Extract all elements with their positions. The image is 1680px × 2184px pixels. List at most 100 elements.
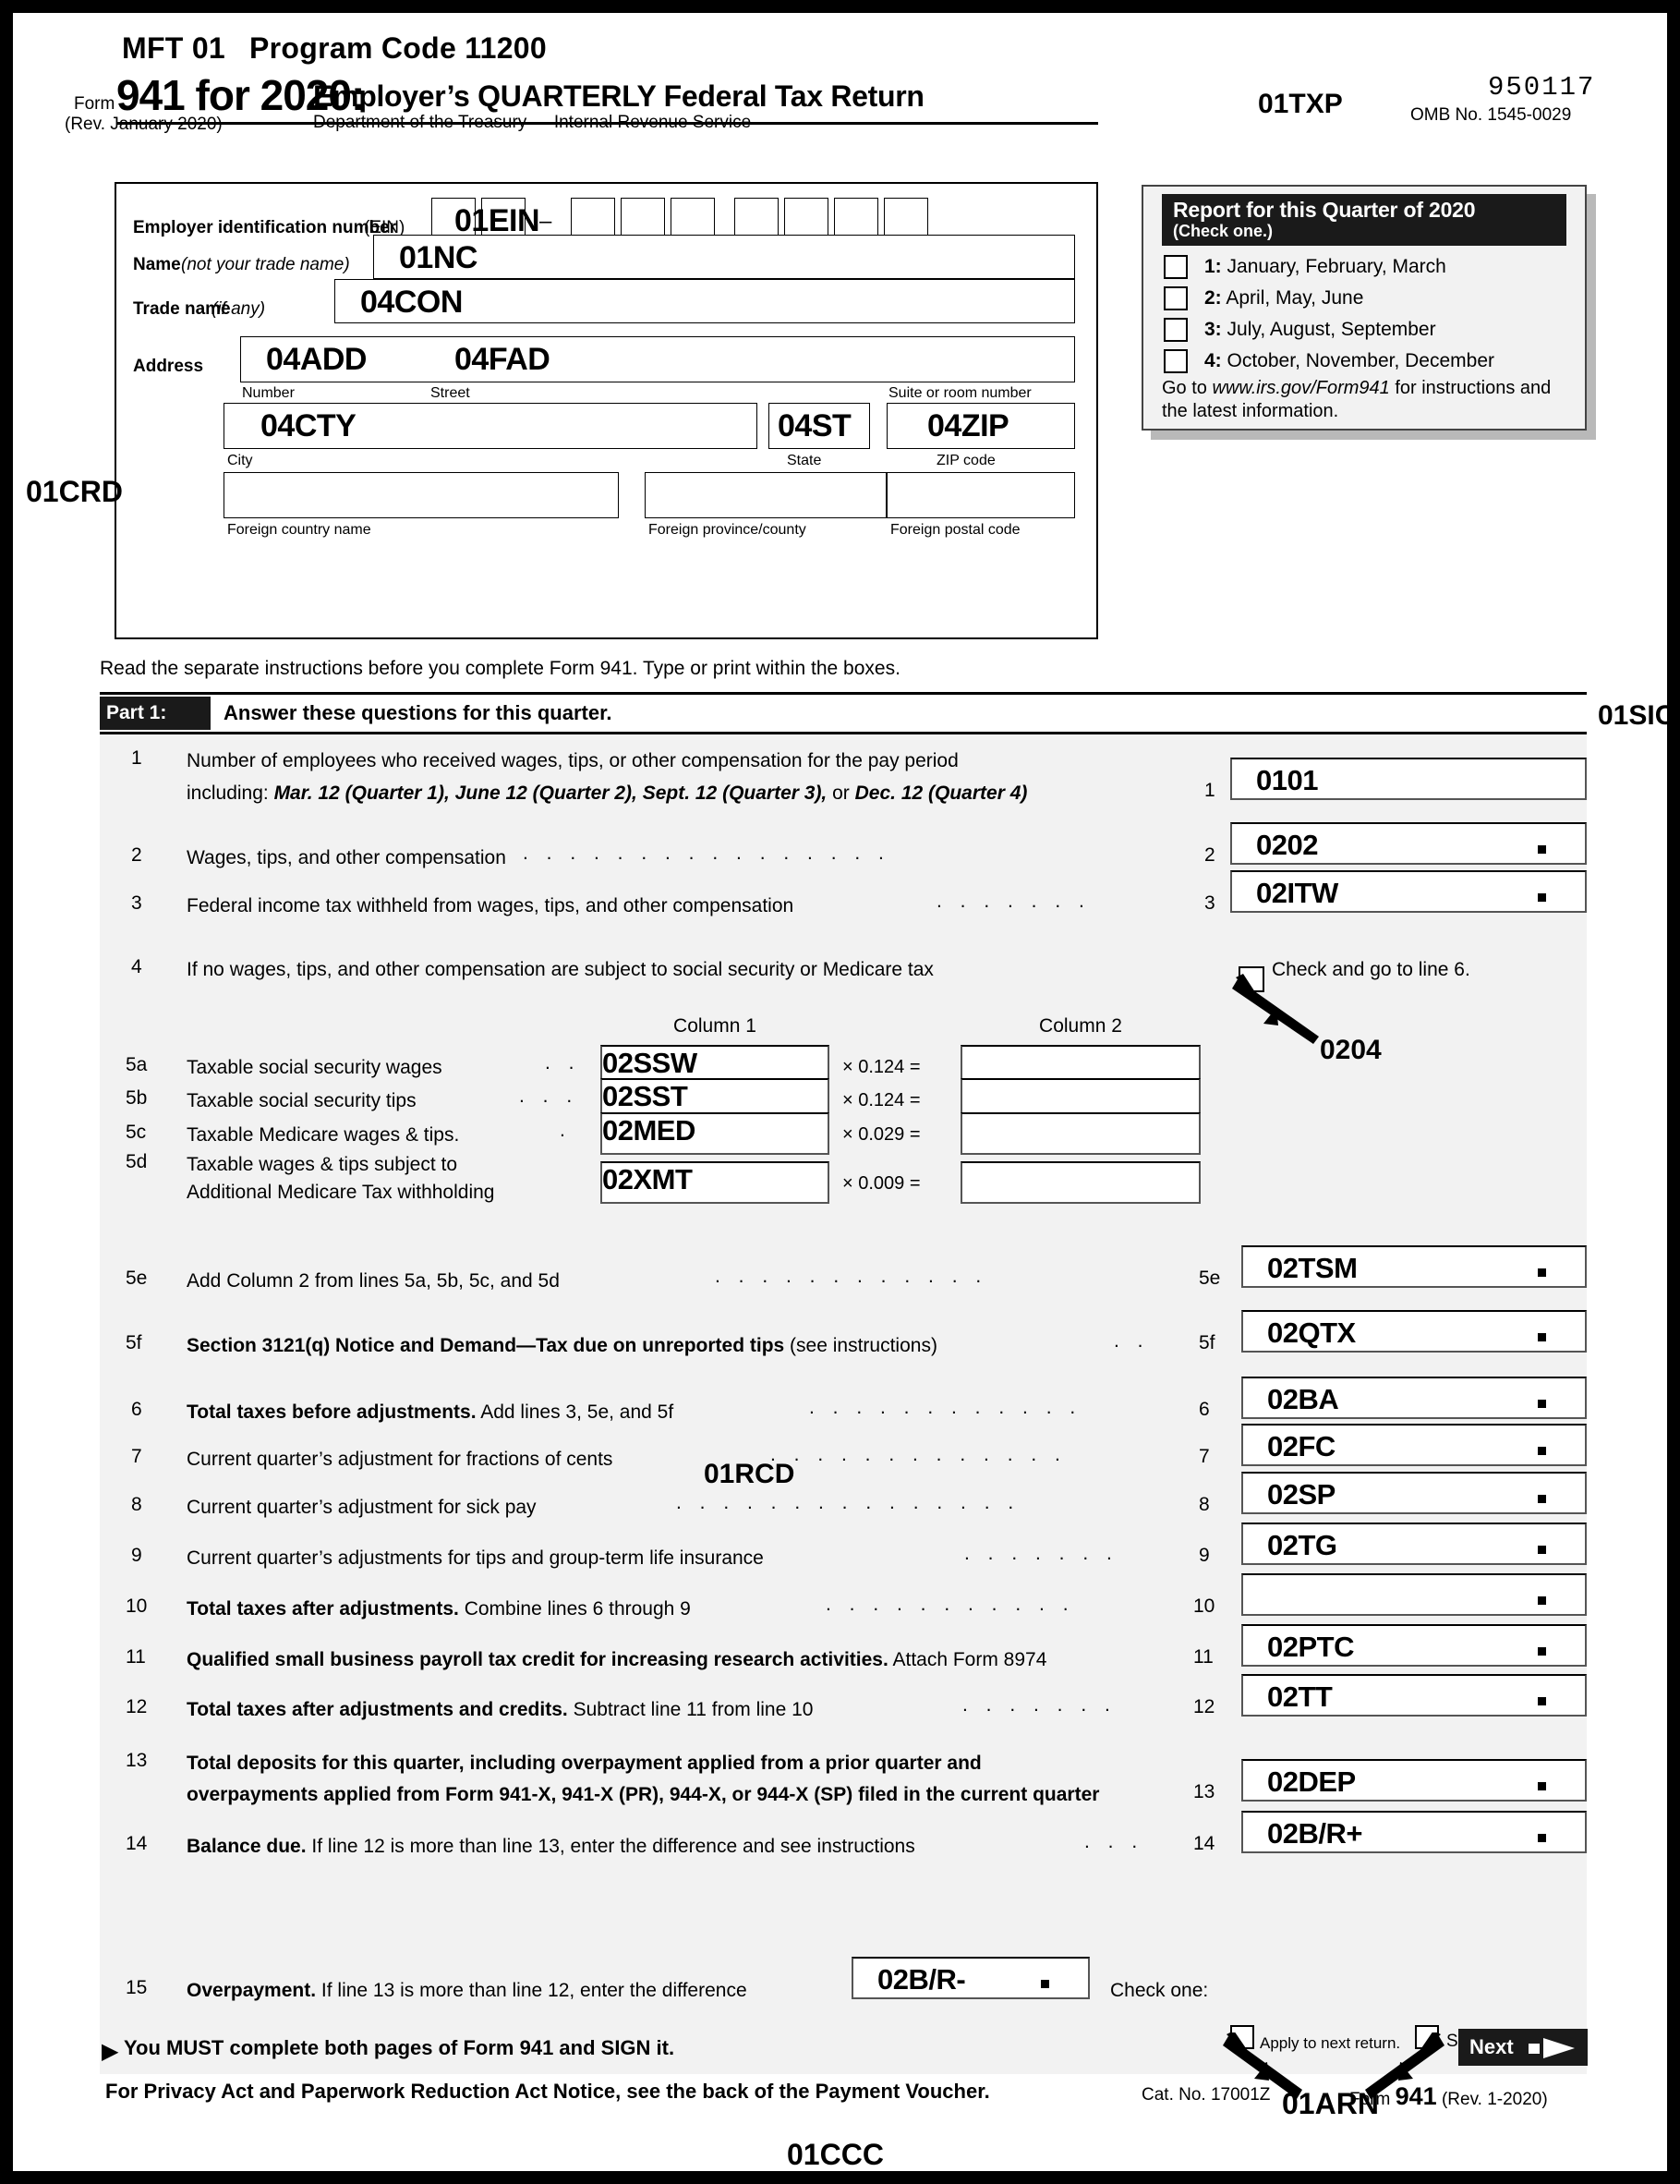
line-3-value: 02ITW: [1256, 877, 1338, 909]
line-5c-leader: .: [560, 1120, 572, 1141]
line-5f-decimal-point: [1538, 1333, 1546, 1341]
line-6-amount-field[interactable]: 02BA: [1241, 1377, 1587, 1419]
line-1-text-b-post: or: [827, 783, 855, 804]
line-12-amount-field[interactable]: 02TT: [1241, 1674, 1587, 1717]
line-9-right-number: 9: [1199, 1545, 1210, 1566]
line-13-text-b: overpayments applied from Form 941-X, 94…: [187, 1784, 1100, 1805]
line-4-callout-code: 0204: [1320, 1035, 1382, 1065]
line-4-checkbox-note: Check and go to line 6.: [1272, 959, 1470, 980]
line-2-leader: . . . . . . . . . . . . . . . .: [523, 843, 890, 864]
line-5a-leader: . .: [545, 1052, 581, 1074]
line-5d-column2-field[interactable]: [961, 1161, 1201, 1204]
line-5f-amount-field[interactable]: 02QTX: [1241, 1310, 1587, 1353]
quarter-option-3-num: 3:: [1204, 319, 1222, 340]
line-15-value: 02B/R-: [877, 1963, 966, 1996]
next-button-label: Next: [1469, 2035, 1514, 2058]
line-5e-text: Add Column 2 from lines 5a, 5b, 5c, and …: [187, 1270, 560, 1292]
line-14-amount-field[interactable]: 02B/R+: [1241, 1811, 1587, 1853]
line-9-amount-field[interactable]: 02TG: [1241, 1523, 1587, 1565]
quarter-option-1[interactable]: 1: January, February, March: [1204, 256, 1446, 278]
line-5e-amount-field[interactable]: 02TSM: [1241, 1245, 1587, 1288]
line-6-right-number: 6: [1199, 1399, 1210, 1420]
line-1-number: 1: [131, 747, 142, 769]
footer-form-post: (Rev. 1-2020): [1436, 2090, 1548, 2109]
line-1-text-a: Number of employees who received wages, …: [187, 750, 959, 771]
line-11-right-number: 11: [1193, 1646, 1214, 1668]
quarter-checkbox-3[interactable]: [1164, 318, 1188, 342]
address-field[interactable]: [240, 336, 1075, 382]
line-5f-text: Section 3121(q) Notice and Demand—Tax du…: [187, 1332, 937, 1360]
trade-name-field[interactable]: [334, 279, 1075, 323]
line-9-text: Current quarter’s adjustments for tips a…: [187, 1547, 764, 1569]
foreign-country-field[interactable]: [224, 472, 619, 518]
line-15-amount-field[interactable]: 02B/R-: [852, 1957, 1090, 1999]
line-5a-column1-value: 02SSW: [602, 1047, 697, 1079]
ccc-code: 01CCC: [787, 2138, 884, 2171]
line-12-decimal-point: [1538, 1697, 1546, 1705]
foreign-postal-field[interactable]: [887, 472, 1075, 518]
line-15-text-normal: If line 13 is more than line 12, enter t…: [316, 1980, 747, 2001]
column-2-header: Column 2: [1039, 1015, 1122, 1037]
line-13-amount-field[interactable]: 02DEP: [1241, 1759, 1587, 1802]
quarter-checkbox-4[interactable]: [1164, 349, 1188, 373]
line-10-amount-field[interactable]: [1241, 1573, 1587, 1616]
omb-number: OMB No. 1545-0029: [1410, 105, 1572, 125]
goto-post: for instructions and the latest informat…: [1162, 378, 1552, 421]
foreign-province-sublabel: Foreign province/county: [648, 522, 806, 538]
quarter-checkbox-2[interactable]: [1164, 286, 1188, 310]
line-11-number: 11: [126, 1646, 146, 1668]
line-15-number: 15: [126, 1977, 148, 1998]
line-3-amount-field[interactable]: 02ITW: [1230, 870, 1587, 913]
ein-label: Employer identification number: [133, 218, 397, 237]
line-5f-right-number: 5f: [1199, 1332, 1215, 1353]
line-7-amount-field[interactable]: 02FC: [1241, 1424, 1587, 1466]
line-5f-number: 5f: [126, 1332, 142, 1353]
line-5a-multiplier: × 0.124 =: [842, 1057, 921, 1077]
crd-code: 01CRD: [26, 475, 123, 508]
ein-label-paren: (EIN): [364, 218, 405, 237]
line-5c-text: Taxable Medicare wages & tips.: [187, 1124, 460, 1146]
line-11-amount-field[interactable]: 02PTC: [1241, 1624, 1587, 1667]
line-8-amount-field[interactable]: 02SP: [1241, 1472, 1587, 1514]
sic-code: 01SIC: [1598, 700, 1675, 731]
line-5f-leader: . .: [1114, 1330, 1150, 1352]
line-5c-column2-field[interactable]: [961, 1112, 1201, 1155]
line-10-leader: . . . . . . . . . . .: [826, 1594, 1075, 1615]
name-field[interactable]: [373, 235, 1075, 279]
line-5d-column1-field[interactable]: 02XMT: [600, 1161, 829, 1204]
zip-field[interactable]: [887, 403, 1075, 449]
line-5c-column1-field[interactable]: 02MED: [600, 1112, 829, 1155]
quarter-checkbox-1[interactable]: [1164, 255, 1188, 279]
line-5a-number: 5a: [126, 1054, 148, 1075]
line-6-leader: . . . . . . . . . . . .: [809, 1397, 1082, 1418]
quarter-option-4[interactable]: 4: October, November, December: [1204, 350, 1494, 372]
address-street-sublabel: Street: [430, 385, 470, 401]
foreign-province-field[interactable]: [645, 472, 887, 518]
foreign-country-sublabel: Foreign country name: [227, 522, 371, 538]
irs-form941-url[interactable]: www.irs.gov/Form941: [1212, 378, 1390, 398]
footer-form-number: Form 941 (Rev. 1-2020): [1349, 2082, 1548, 2111]
line-6-text-normal: Add lines 3, 5e, and 5f: [476, 1401, 674, 1423]
trade-name-label: Trade name: [133, 299, 231, 319]
line-12-text-bold: Total taxes after adjustments and credit…: [187, 1699, 568, 1720]
line-5c-number: 5c: [126, 1122, 147, 1143]
line-12-number: 12: [126, 1696, 148, 1717]
quarter-option-3[interactable]: 3: July, August, September: [1204, 319, 1436, 341]
line-14-value: 02B/R+: [1267, 1817, 1362, 1850]
line-2-amount-field[interactable]: 0202: [1230, 822, 1587, 865]
address-label: Address: [133, 357, 204, 376]
line-10-text-bold: Total taxes after adjustments.: [187, 1598, 459, 1620]
line-1-amount-field[interactable]: 0101: [1230, 758, 1587, 800]
quarter-option-2[interactable]: 2: April, May, June: [1204, 287, 1363, 309]
line-12-text-normal: Subtract line 11 from line 10: [567, 1699, 814, 1720]
next-button[interactable]: Next: [1458, 2029, 1588, 2066]
line-11-text: Qualified small business payroll tax cre…: [187, 1646, 1046, 1674]
state-field[interactable]: [768, 403, 870, 449]
goto-pre: Go to: [1162, 378, 1213, 398]
line-1-text-b-pre: including:: [187, 783, 274, 804]
line-5b-text: Taxable social security tips: [187, 1090, 417, 1111]
line-2-number: 2: [131, 844, 142, 866]
city-field[interactable]: [224, 403, 757, 449]
line-15-text: Overpayment. If line 13 is more than lin…: [187, 1977, 747, 2005]
line-10-number: 10: [126, 1596, 148, 1617]
